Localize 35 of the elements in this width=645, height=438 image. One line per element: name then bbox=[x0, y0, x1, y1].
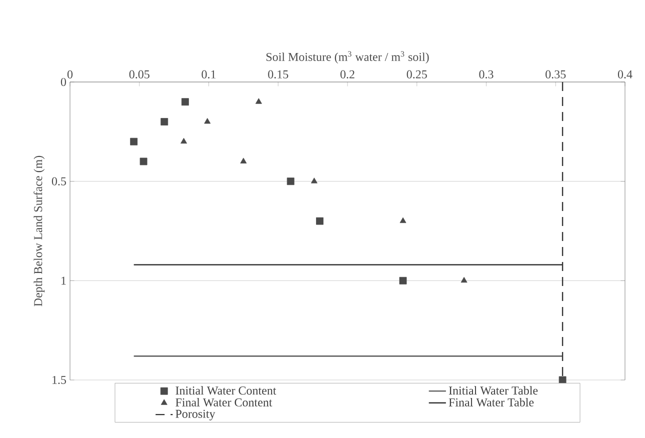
point bbox=[160, 118, 168, 126]
x-tick-label: 0.2 bbox=[340, 70, 354, 78]
legend-label: Initial Water Table bbox=[448, 386, 538, 395]
point bbox=[204, 118, 211, 124]
y-tick-label: 1.5 bbox=[52, 376, 66, 384]
point bbox=[180, 138, 188, 144]
legend-label: Initial Water Content bbox=[176, 386, 276, 395]
point bbox=[558, 376, 566, 384]
y-tick-label: 1 bbox=[62, 276, 66, 285]
point bbox=[400, 217, 406, 224]
point bbox=[460, 276, 468, 283]
y-tick-label: 0 bbox=[60, 78, 66, 86]
legend-label: Final Water Content bbox=[176, 398, 272, 407]
point bbox=[310, 178, 318, 184]
x-tick-label: 0.4 bbox=[618, 70, 632, 78]
point bbox=[130, 138, 138, 146]
y-tick-label: 0.5 bbox=[52, 177, 66, 186]
y-axis-title: Depth Below Land Surface (m) bbox=[34, 156, 45, 306]
point bbox=[255, 98, 262, 104]
point bbox=[240, 158, 247, 164]
x-tick-label: 0 bbox=[67, 70, 73, 78]
x-axis-title: Soil Moisture (m$^{3}$ water / m$^{3}$ soil) bbox=[266, 51, 429, 64]
x-tick-label: 0.1 bbox=[202, 70, 216, 78]
x-tick-label: 0.15 bbox=[268, 70, 288, 78]
point bbox=[140, 158, 148, 166]
point bbox=[399, 276, 407, 284]
x-tick-label: 0.25 bbox=[406, 70, 427, 78]
x-tick-label: 0.35 bbox=[546, 70, 566, 78]
legend-label: Final Water Table bbox=[448, 398, 534, 407]
x-tick-label: 0.3 bbox=[479, 70, 494, 78]
legend-label: Porosity bbox=[176, 410, 216, 420]
point bbox=[286, 178, 294, 186]
point bbox=[181, 98, 189, 106]
x-tick-label: 0.05 bbox=[129, 70, 150, 78]
point bbox=[316, 217, 324, 225]
